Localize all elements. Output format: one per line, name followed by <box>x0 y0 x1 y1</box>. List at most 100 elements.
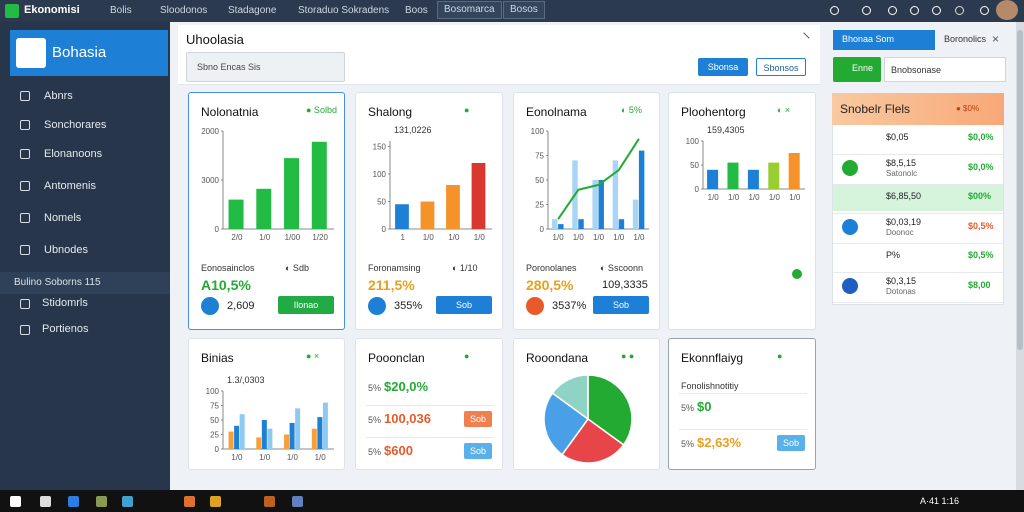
y-tick-label: 75 <box>535 152 544 161</box>
bar <box>598 180 604 229</box>
bar <box>747 169 759 189</box>
pie-slice <box>560 417 625 464</box>
row-button[interactable]: Sob <box>464 411 492 427</box>
top-tab: Bosomarca <box>437 1 502 19</box>
row-label: $0,3,15 <box>886 275 917 286</box>
taskbar-icon[interactable] <box>210 496 221 507</box>
row-divider <box>833 154 1003 155</box>
row-label: 5% <box>368 383 382 393</box>
bar <box>707 169 719 189</box>
y-tick-label: 0 <box>695 185 700 194</box>
taskbar-icon[interactable] <box>264 496 275 507</box>
card-title: Ekonnflaiyg <box>681 351 744 365</box>
row-icon <box>842 218 858 235</box>
top-icon <box>980 6 989 15</box>
menu-item: Ubnodes <box>44 244 89 256</box>
primary-button[interactable]: Sbonsa <box>698 58 748 76</box>
row-label: $6,85,50 <box>886 191 922 201</box>
bar <box>727 162 739 189</box>
row-button[interactable]: Sob <box>464 443 492 459</box>
y-tick-label: 0 <box>215 225 220 234</box>
y-tick-label: 25 <box>210 431 219 440</box>
menu-icon <box>20 91 30 101</box>
taskbar-icon[interactable] <box>292 496 303 507</box>
chart <box>542 374 633 464</box>
taskbar-icon[interactable] <box>184 496 195 507</box>
card-badge: ● × <box>306 351 320 361</box>
panel-tab: Boronolics <box>944 34 987 44</box>
menu-subitem: Stidomrls <box>42 297 88 309</box>
x-tick-label: 1/0 <box>708 193 720 202</box>
card-label: Eonosainclos <box>201 263 255 273</box>
row-divider <box>833 272 1003 273</box>
logo-text: Ekonomisi <box>24 4 80 16</box>
card: Ekonnflaiyg ● Fonolishnotitiy 5% $0 5% $2,63% S… <box>668 338 816 470</box>
card: Binias ● × 1.3/,0303 0 25 50 75 100 1/0 1/0 1/0 1/0 <box>188 338 345 470</box>
chart: 131,0226 0 50 100 150 1 1/0 1/0 1/0 <box>373 125 492 242</box>
toggle[interactable] <box>833 57 881 82</box>
menu-item: Antomenis <box>44 180 96 192</box>
x-tick-label: 1/0 <box>593 233 605 242</box>
row-divider <box>833 183 1003 185</box>
panel-header-badge: ● $0% <box>956 104 980 113</box>
taskbar-time: A·41 1:16 <box>920 496 960 506</box>
taskbar-icon[interactable] <box>40 496 51 507</box>
card-label: Fonolishnotitiy <box>681 381 739 391</box>
panel-tab-active[interactable] <box>833 30 935 50</box>
y-tick-label: 2000 <box>201 127 219 136</box>
taskbar-icon[interactable] <box>96 496 107 507</box>
search-box[interactable]: Sbno Encas Sis <box>186 52 345 82</box>
card-value: A10,5% <box>201 277 251 293</box>
menu-item: Nomels <box>44 212 82 224</box>
card-button[interactable]: Ilonao <box>278 296 334 314</box>
x-tick-label: 1/00 <box>285 233 301 242</box>
menu-item: Elonanoons <box>44 148 103 160</box>
bar <box>289 422 295 449</box>
row-divider <box>679 393 807 394</box>
top-tab: Bosos <box>503 1 545 19</box>
taskbar-icon[interactable] <box>10 496 21 507</box>
card: Shalong ● 131,0226 0 50 100 150 1 1/0 1/0 1/0 Foron… <box>355 92 503 330</box>
bar <box>768 162 780 189</box>
panel-input[interactable]: Bnobsonase <box>884 57 1006 82</box>
taskbar-icon[interactable] <box>68 496 79 507</box>
row-label: $0,05 <box>886 132 909 142</box>
secondary-button[interactable]: Sbonsos <box>756 58 806 76</box>
menu-item: Sonchorares <box>44 119 107 131</box>
card-badge: ● <box>777 351 783 361</box>
x-tick-label: 1/0 <box>259 453 271 462</box>
card-title: Nolonatnia <box>201 105 259 119</box>
bar <box>261 420 267 449</box>
taskbar-icon[interactable] <box>122 496 133 507</box>
menu-icon <box>20 213 30 223</box>
card-icon <box>526 297 544 315</box>
avatar <box>996 0 1018 20</box>
x-tick-label: 1 <box>401 233 406 242</box>
card-button[interactable]: Sob <box>436 296 492 314</box>
y-tick-label: 50 <box>690 161 699 170</box>
row-divider <box>366 405 494 406</box>
card-title: Rooondana <box>526 351 589 365</box>
panel-tab: Bhonaa Som <box>842 34 895 44</box>
top-tab: Storaduo Sokradens <box>298 5 390 16</box>
card-button[interactable]: Sob <box>593 296 649 314</box>
x-tick-label: 1/0 <box>789 193 801 202</box>
chart: 0 25 50 75 100 1/0 1/0 1/0 1/0 1/0 <box>531 127 649 242</box>
row-divider <box>833 301 1003 303</box>
card-sublabel: ◐ Sscoonn <box>600 263 643 273</box>
card: Eonolnama ◐ 5% 0 25 50 75 100 1/0 1/0 1/0 1/0 1/0 Po… <box>513 92 660 330</box>
toggle-text: Enne <box>852 63 874 73</box>
menu-item: Abnrs <box>44 90 73 102</box>
row-icon <box>842 277 858 294</box>
y-tick-label: 3000 <box>201 176 219 185</box>
top-tab: Bolis <box>110 5 132 16</box>
row-button[interactable]: Sob <box>777 435 805 451</box>
bar <box>295 408 301 449</box>
y-tick-label: 75 <box>210 402 219 411</box>
scroll-thumb[interactable] <box>1017 30 1023 350</box>
x-tick-label: 1/20 <box>312 233 328 242</box>
x-tick-label: 1/0 <box>423 233 435 242</box>
top-icon <box>955 6 964 15</box>
panel-header <box>832 93 1004 125</box>
chart-annotation: 1.3/,0303 <box>227 375 265 385</box>
